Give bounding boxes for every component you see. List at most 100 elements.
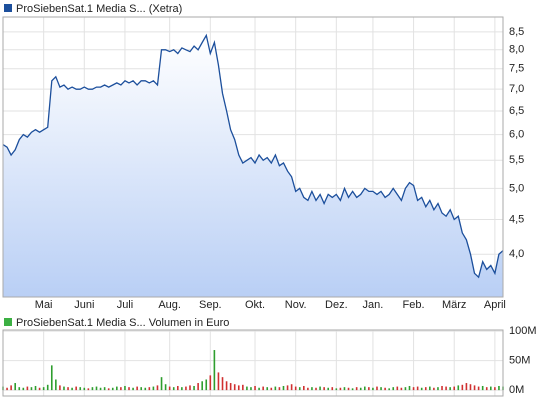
y-tick-label: 8,0 [509,44,524,56]
volume-bar [67,387,69,391]
plot-frame [2,16,504,298]
volume-bar [209,375,212,391]
volume-bar [205,379,208,391]
volume-bar [75,386,77,391]
volume-bar [250,387,252,391]
volume-bar [95,386,98,391]
volume-bar [331,387,334,391]
volume-bar [254,385,256,391]
volume-bar [237,385,240,391]
volume-bar [120,387,122,391]
y-tick-label: 7,0 [509,83,524,95]
volume-bar [213,350,216,391]
volume-bar [433,387,435,391]
volume-bar [445,386,447,391]
volume-bar [124,385,126,391]
volume-bar [408,385,411,391]
volume-bar [144,387,147,391]
y-tick-label: 8,5 [509,26,524,38]
volume-bar [225,381,228,391]
volume-bar [42,387,45,391]
plot-frame [2,329,504,397]
volume-bar [294,386,297,391]
x-tick-label: Nov. [285,299,307,311]
volume-bar [311,387,313,391]
volume-bar [412,387,415,391]
volume-bar [400,387,403,391]
volume-bar [303,385,305,391]
volume-bar [481,385,484,391]
volume-bar [34,385,37,391]
legend-label: ProSiebenSat.1 Media S... (Xetra) [16,3,182,15]
volume-bar [339,387,342,391]
volume-bar [168,386,171,391]
area-fill [3,35,503,298]
x-tick-label: Dez. [325,299,348,311]
volume-bar [396,386,399,391]
volume-bar [107,388,110,391]
volume-bar [185,386,187,391]
volume-bar [22,387,25,391]
volume-bar [347,387,350,391]
price-line [2,33,504,279]
y-tick-label: 100M [509,325,537,337]
volume-bar [229,383,232,391]
volume-bar [327,387,330,391]
volume-bar [221,377,224,391]
volume-bar [355,387,358,391]
volume-bar [128,387,130,391]
volume-bar [63,386,65,391]
volume-bar [424,387,427,391]
volume-bar [323,387,325,391]
volume-bar [307,387,309,391]
volume-bar [290,384,293,391]
volume-bar [368,387,370,391]
volume-bar [453,386,456,391]
y-tick-label: 7,5 [509,63,524,75]
y-tick-label: 5,0 [509,182,524,194]
volume-bar [30,387,33,391]
volume-bar [172,387,175,391]
x-tick-label: März [442,299,466,311]
volume-bar [494,387,496,391]
volume-bar [498,385,500,391]
volume-bar [359,387,362,391]
x-tick-label: Feb. [403,299,425,311]
volume-bar [55,379,57,391]
volume-bar [319,386,321,391]
y-tick-label: 6,0 [509,129,524,141]
volume-bar [282,385,285,391]
y-tick-label: 50M [509,355,530,367]
volume-bar [38,387,41,391]
volume-bar [103,387,106,391]
volume-bar [351,388,354,391]
legend-swatch [4,4,12,12]
volume-bar [266,387,269,391]
x-tick-label: Okt. [245,299,265,311]
volume-bar [87,388,90,391]
volume-bar [59,385,61,391]
volume-bar [132,387,134,391]
volume-bar [416,386,419,391]
volume-bar [384,387,386,391]
x-tick-label: Jan. [363,299,384,311]
x-tick-label: April [484,299,506,311]
volume-bar [335,388,338,391]
volume-bar [449,387,451,391]
volume-bar [160,377,163,391]
volume-bar [201,381,203,391]
volume-bar [404,387,407,391]
volume-bar [246,386,248,391]
volume-bar [26,386,29,391]
volume-bar [217,372,220,391]
volume-bar [258,387,260,391]
volume-bar [363,386,366,391]
y-tick-label: 4,0 [509,248,524,260]
volume-bar [441,385,443,391]
volume-bar [286,385,289,391]
y-tick-label: 5,5 [509,154,524,166]
x-tick-label: Aug. [158,299,181,311]
volume-bar [270,387,273,391]
volume-bar [376,386,378,391]
volume-bar [18,387,21,391]
